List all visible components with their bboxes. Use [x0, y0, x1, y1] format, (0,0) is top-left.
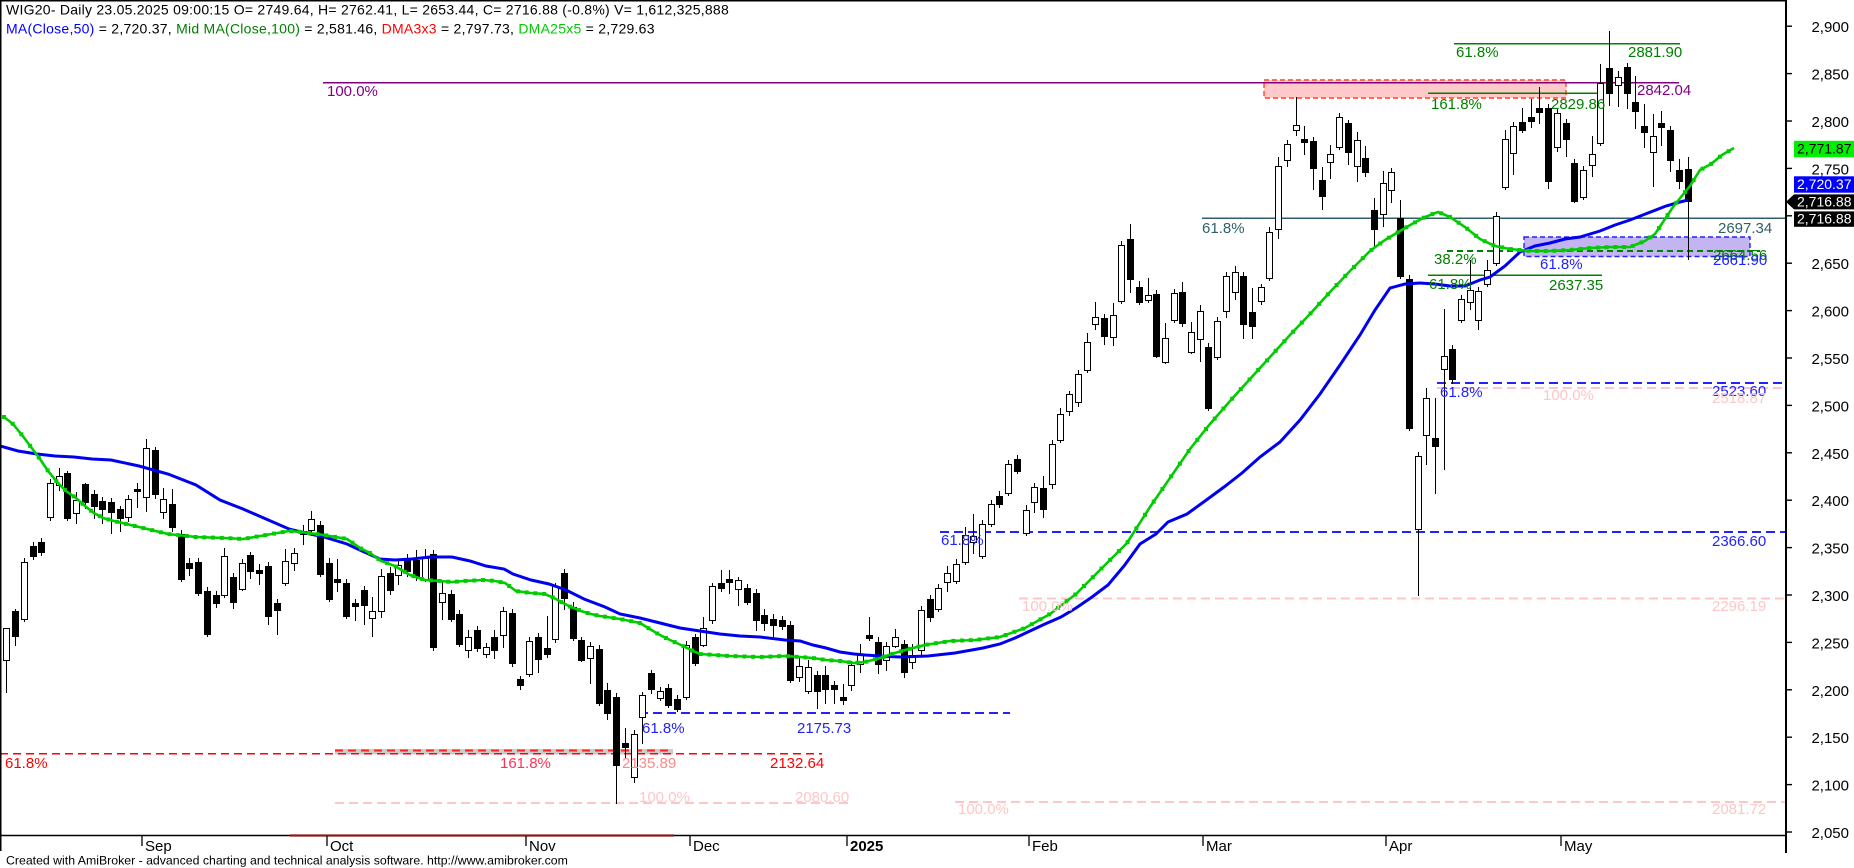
svg-text:WIG20- Daily 23.05.2025 09:00:: WIG20- Daily 23.05.2025 09:00:15 O= 2749…: [6, 2, 729, 18]
svg-text:2,750: 2,750: [1811, 161, 1849, 178]
svg-text:Apr: Apr: [1389, 838, 1412, 855]
svg-text:2637.35: 2637.35: [1549, 277, 1603, 294]
svg-text:2,716.88: 2,716.88: [1797, 211, 1852, 227]
svg-text:2,300: 2,300: [1811, 588, 1849, 605]
svg-text:2829.86: 2829.86: [1551, 96, 1605, 113]
svg-text:2366.60: 2366.60: [1712, 533, 1766, 550]
svg-text:Sep: Sep: [145, 838, 172, 855]
svg-text:2,716.88: 2,716.88: [1797, 194, 1852, 210]
svg-text:2,500: 2,500: [1811, 398, 1849, 415]
svg-text:2025: 2025: [850, 838, 883, 855]
svg-text:2080.60: 2080.60: [795, 789, 849, 806]
svg-text:2,550: 2,550: [1811, 351, 1849, 368]
svg-text:161.8%: 161.8%: [1431, 96, 1482, 113]
svg-text:2132.64: 2132.64: [770, 755, 824, 772]
svg-text:2296.19: 2296.19: [1712, 598, 1766, 615]
svg-text:61.8%: 61.8%: [642, 720, 685, 737]
svg-text:2175.73: 2175.73: [797, 720, 851, 737]
svg-text:2,450: 2,450: [1811, 446, 1849, 463]
svg-text:2,150: 2,150: [1811, 730, 1849, 747]
svg-text:61.8%: 61.8%: [1202, 220, 1245, 237]
svg-text:161.8%: 161.8%: [500, 755, 551, 772]
svg-text:2,100: 2,100: [1811, 778, 1849, 795]
svg-text:38.2%: 38.2%: [1434, 251, 1477, 268]
svg-text:2,050: 2,050: [1811, 825, 1849, 842]
svg-text:2,350: 2,350: [1811, 541, 1849, 558]
svg-text:100.0%: 100.0%: [639, 789, 690, 806]
svg-text:2,720.37: 2,720.37: [1797, 176, 1852, 192]
svg-text:61.8%: 61.8%: [941, 532, 984, 549]
svg-text:Created with AmiBroker - advan: Created with AmiBroker - advanced charti…: [6, 854, 568, 868]
svg-text:2,200: 2,200: [1811, 683, 1849, 700]
svg-text:2842.04: 2842.04: [1637, 82, 1691, 99]
svg-text:2081.72: 2081.72: [1712, 801, 1766, 818]
svg-text:2518.87: 2518.87: [1712, 390, 1766, 407]
svg-text:100.0%: 100.0%: [1543, 387, 1594, 404]
svg-text:61.8%: 61.8%: [1429, 276, 1472, 293]
svg-text:2,650: 2,650: [1811, 256, 1849, 273]
svg-text:Feb: Feb: [1032, 838, 1058, 855]
svg-text:2,800: 2,800: [1811, 114, 1849, 131]
svg-text:2697.34: 2697.34: [1718, 220, 1772, 237]
svg-text:61.8%: 61.8%: [1540, 256, 1583, 273]
svg-text:Mar: Mar: [1206, 838, 1232, 855]
svg-text:Dec: Dec: [693, 838, 720, 855]
svg-text:100.0%: 100.0%: [958, 801, 1009, 818]
svg-text:100.0%: 100.0%: [327, 83, 378, 100]
svg-text:61.8%: 61.8%: [5, 755, 48, 772]
svg-text:2,250: 2,250: [1811, 635, 1849, 652]
svg-text:2881.90: 2881.90: [1628, 44, 1682, 61]
svg-text:2523.60: 2523.60: [1712, 383, 1766, 400]
svg-text:MA(Close,50) = 2,720.37, Mid M: MA(Close,50) = 2,720.37, Mid MA(Close,10…: [6, 21, 655, 37]
svg-text:2664.56: 2664.56: [1713, 247, 1767, 264]
svg-text:2,850: 2,850: [1811, 67, 1849, 84]
svg-text:2135.89: 2135.89: [622, 755, 676, 772]
svg-text:100.0%: 100.0%: [1022, 598, 1073, 615]
svg-text:Nov: Nov: [529, 838, 556, 855]
svg-text:61.8%: 61.8%: [1456, 44, 1499, 61]
svg-text:Oct: Oct: [330, 838, 354, 855]
svg-text:61.8%: 61.8%: [1440, 384, 1483, 401]
svg-text:2,771.87: 2,771.87: [1797, 141, 1852, 157]
svg-text:May: May: [1564, 838, 1593, 855]
svg-text:2661.90: 2661.90: [1713, 252, 1767, 269]
svg-text:2,600: 2,600: [1811, 304, 1849, 321]
svg-text:2,400: 2,400: [1811, 493, 1849, 510]
svg-text:2,900: 2,900: [1811, 19, 1849, 36]
